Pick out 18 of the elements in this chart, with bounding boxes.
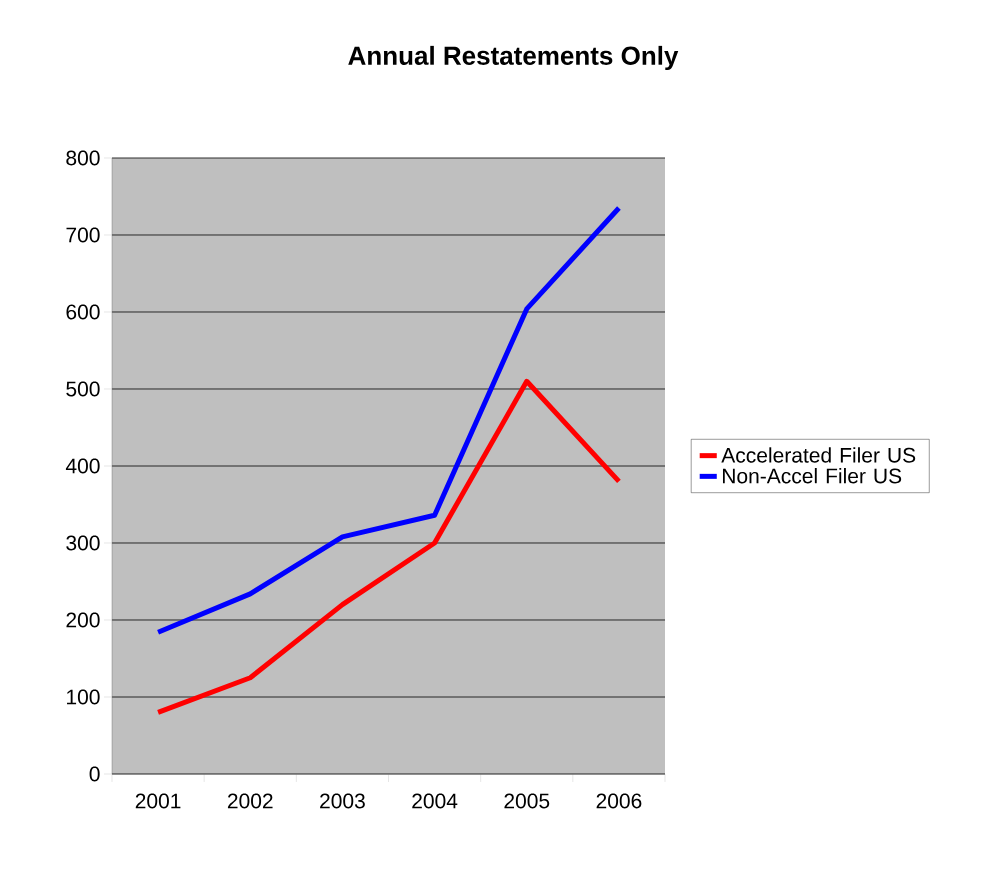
x-tick-label: 2005: [504, 793, 550, 809]
y-tick-label: 500: [66, 381, 100, 397]
x-tick-label: 2001: [135, 793, 181, 809]
y-tick-label: 0: [89, 766, 100, 782]
legend-label: Accelerated Filer US: [721, 447, 916, 463]
y-tick-label: 700: [66, 227, 100, 243]
x-tick-label: 2006: [596, 793, 642, 809]
chart-title: Annual Restatements Only: [348, 45, 679, 71]
y-tick-label: 400: [65, 458, 100, 474]
x-tick-label: 2002: [227, 793, 273, 809]
x-tick-label: 2003: [320, 793, 365, 809]
y-tick-label: 600: [66, 304, 100, 320]
x-tick-label: 2004: [412, 793, 458, 809]
y-tick-label: 200: [66, 612, 100, 628]
y-tick-label: 100: [67, 689, 100, 705]
y-tick-label: 300: [66, 535, 100, 551]
legend-label: Non-Accel Filer US: [722, 468, 902, 484]
y-tick-label: 800: [66, 150, 100, 166]
